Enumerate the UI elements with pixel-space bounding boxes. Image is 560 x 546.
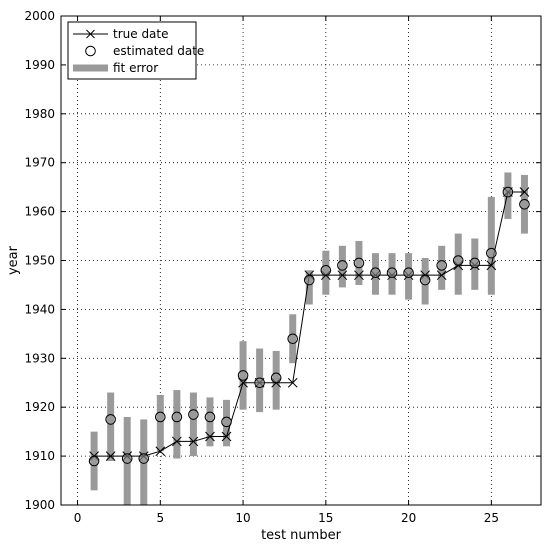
y-tick-label: 1980: [24, 107, 55, 121]
estimated-date-point: [469, 257, 481, 269]
x-tick-label: 10: [235, 511, 250, 525]
y-axis-label: year: [6, 245, 21, 275]
fit-error-bar: [173, 390, 181, 459]
estimated-date-point: [171, 411, 183, 423]
true-date-point: [337, 270, 348, 281]
estimated-date-series: [88, 186, 530, 467]
y-tick-label: 1940: [24, 302, 55, 316]
x-tick-label: 15: [318, 511, 333, 525]
true-date-point: [436, 270, 447, 281]
fit-error-bar: [156, 394, 164, 452]
estimated-date-point: [105, 414, 116, 425]
estimated-date-point: [303, 274, 315, 286]
y-tick-label: 2000: [24, 9, 55, 23]
y-tick-label: 1910: [24, 449, 55, 463]
y-tick-label: 1930: [24, 351, 55, 365]
true-date-point: [172, 436, 182, 447]
estimated-date-point: [138, 453, 150, 464]
x-tick-label: 25: [484, 511, 499, 525]
true-date-point: [519, 187, 530, 197]
legend-label: true date: [113, 27, 169, 41]
estimated-date-point: [419, 274, 431, 286]
true-date-point: [287, 377, 298, 388]
x-tick-label: 20: [401, 511, 416, 525]
true-date-point: [205, 431, 215, 442]
fit-error-bar: [107, 392, 115, 461]
fit-error-bar: [305, 270, 313, 305]
estimated-date-point: [519, 198, 530, 210]
estimated-date-point: [254, 377, 265, 389]
estimated-date-point: [370, 267, 381, 279]
estimated-date-point: [337, 260, 348, 271]
x-axis-label: test number: [261, 528, 341, 543]
x-tick-label: 5: [156, 511, 164, 525]
y-tick-label: 1960: [24, 205, 55, 219]
y-tick-label: 1900: [24, 498, 55, 512]
estimated-date-point: [88, 455, 100, 467]
y-tick-label: 1990: [24, 58, 55, 72]
true-date-point: [155, 446, 166, 457]
estimated-date-point: [320, 264, 332, 276]
estimated-date-point: [502, 186, 514, 198]
y-tick-label: 1920: [24, 400, 55, 414]
estimated-date-point: [221, 416, 232, 428]
axis-ticks: 0 5 10 15 20 25 1900 1910 1920 1930 1940 1950 1960 19…: [24, 9, 541, 525]
fit-error-bar: [189, 392, 197, 457]
legend-label: estimated date: [113, 44, 204, 58]
estimated-date-point: [287, 333, 299, 345]
legend-fit-error-swatch: [73, 64, 108, 72]
legend: true date estimated date fit error: [67, 21, 204, 80]
estimated-date-point: [121, 453, 133, 464]
true-date-point: [221, 431, 232, 442]
x-tick-label: 0: [74, 511, 82, 525]
true-date-point: [486, 260, 497, 271]
legend-true-date-marker: [86, 29, 95, 39]
legend-label: fit error: [113, 61, 158, 75]
estimated-date-point: [353, 257, 365, 269]
estimated-date-point: [270, 372, 282, 384]
y-tick-label: 1970: [24, 156, 55, 170]
legend-estimated-marker: [85, 45, 96, 57]
estimated-date-point: [188, 409, 199, 420]
estimated-date-point: [436, 260, 447, 271]
fit-error-bar: [487, 196, 495, 295]
y-tick-label: 1950: [24, 254, 55, 268]
true-date-point: [105, 451, 116, 461]
estimated-date-point: [155, 411, 166, 423]
estimated-date-point: [386, 267, 398, 279]
estimated-date-point: [486, 247, 497, 259]
estimated-date-point: [204, 411, 216, 423]
estimated-date-point: [403, 267, 414, 279]
estimated-date-point: [237, 370, 249, 381]
estimated-date-point: [452, 255, 464, 266]
true-date-point: [354, 270, 364, 281]
true-date-point: [188, 436, 199, 447]
